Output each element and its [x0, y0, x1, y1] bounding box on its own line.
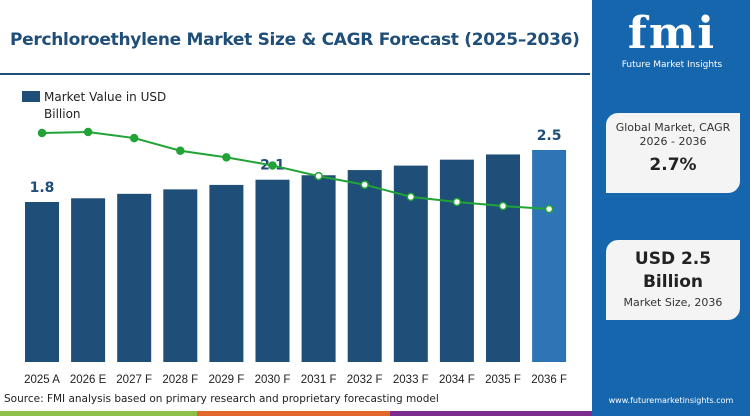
- website-link[interactable]: www.futuremarketinsights.com: [608, 396, 734, 405]
- x-tick-label: 2034 F: [439, 374, 475, 386]
- legend-label: Market Value in USD Billion: [44, 90, 167, 121]
- x-tick-label: 2027 F: [116, 374, 152, 386]
- x-tick-label: 2031 F: [301, 374, 337, 386]
- x-tick-label: 2032 F: [347, 374, 383, 386]
- x-tick-label: 2035 F: [485, 374, 521, 386]
- bar-2032-F: [347, 170, 382, 362]
- bar-2026-E: [71, 198, 106, 362]
- bar-2035-F: [486, 154, 520, 362]
- chart-area: 2025 A 1.8 2026 E 2027 F 2028 F 2029 F 2030 F 2…: [24, 127, 567, 386]
- x-tick-label: 2025 A: [24, 374, 60, 386]
- growth-point: [37, 128, 47, 138]
- market-size-label: Market Size, 2036: [623, 296, 723, 309]
- bar-2030-F: [255, 179, 290, 362]
- bar-2027-F: [117, 193, 152, 362]
- fmi-logo: fmi Future Market Insights: [612, 8, 732, 70]
- x-tick-label: 2036 F: [531, 374, 567, 386]
- bar-2028-F: [163, 189, 198, 362]
- x-tick-label: 2030 F: [255, 374, 291, 386]
- bar-2029-F: [209, 184, 244, 362]
- growth-point: [176, 146, 185, 155]
- strip-purple: [390, 411, 592, 416]
- bar-2031-F: [301, 175, 336, 362]
- bar-2034-F: [439, 159, 474, 362]
- logo-text: Future Market Insights: [621, 60, 723, 70]
- side-panel: fmi Future Market Insights Global Market…: [592, 0, 750, 416]
- growth-point: [314, 171, 323, 181]
- growth-point: [268, 161, 277, 170]
- logo-mark: fmi: [627, 8, 717, 59]
- title-divider: [0, 73, 590, 75]
- bar-2036-F: [532, 149, 567, 362]
- strip-orange: [197, 411, 390, 416]
- growth-point: [452, 197, 462, 207]
- chart-title: Perchloroethylene Market Size & CAGR For…: [10, 30, 580, 50]
- growth-point: [360, 180, 369, 189]
- growth-point: [406, 192, 416, 202]
- market-size-card: USD 2.5 Billion Market Size, 2036: [606, 240, 740, 320]
- x-tick-label: 2026 E: [70, 374, 107, 386]
- bar-2025-A: [25, 202, 59, 362]
- x-tick-label: 2028 F: [162, 374, 198, 386]
- growth-point: [129, 133, 139, 143]
- strip-green: [0, 411, 197, 416]
- cagr-card: Global Market, CAGR 2026 - 2036 2.7%: [606, 113, 740, 193]
- growth-line: [41, 130, 550, 211]
- cagr-value: 2.7%: [649, 155, 697, 175]
- x-tick-label: 2029 F: [208, 374, 244, 386]
- growth-point: [222, 153, 231, 162]
- growth-point: [544, 204, 554, 214]
- data-label: 2.5: [537, 128, 562, 144]
- source-note: Source: FMI analysis based on primary re…: [4, 393, 439, 405]
- x-tick-label: 2033 F: [393, 374, 429, 386]
- legend-swatch: [22, 91, 40, 102]
- legend: Market Value in USD Billion: [22, 89, 174, 123]
- growth-point: [83, 127, 93, 137]
- cagr-label: Global Market, CAGR 2026 - 2036: [615, 121, 731, 148]
- data-label: 1.8: [30, 180, 55, 196]
- market-size-value: USD 2.5 Billion: [634, 249, 712, 292]
- growth-point: [498, 201, 508, 211]
